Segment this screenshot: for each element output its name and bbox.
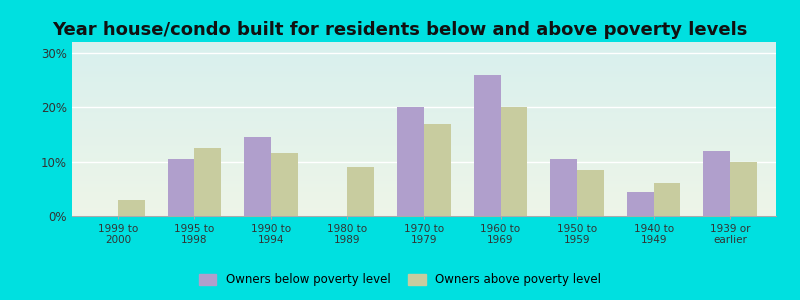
Bar xyxy=(550,159,577,216)
Legend: Owners below poverty level, Owners above poverty level: Owners below poverty level, Owners above… xyxy=(194,269,606,291)
Bar xyxy=(424,124,450,216)
Bar xyxy=(347,167,374,216)
Bar xyxy=(118,200,145,216)
Bar xyxy=(194,148,222,216)
Bar xyxy=(168,159,194,216)
Bar xyxy=(654,183,680,216)
Bar xyxy=(626,191,654,216)
Bar xyxy=(271,154,298,216)
Bar xyxy=(577,170,604,216)
Bar xyxy=(398,107,424,216)
Bar xyxy=(703,151,730,216)
Bar xyxy=(501,107,527,216)
Bar xyxy=(730,162,757,216)
Bar xyxy=(244,137,271,216)
Text: Year house/condo built for residents below and above poverty levels: Year house/condo built for residents bel… xyxy=(52,21,748,39)
Bar xyxy=(474,75,501,216)
